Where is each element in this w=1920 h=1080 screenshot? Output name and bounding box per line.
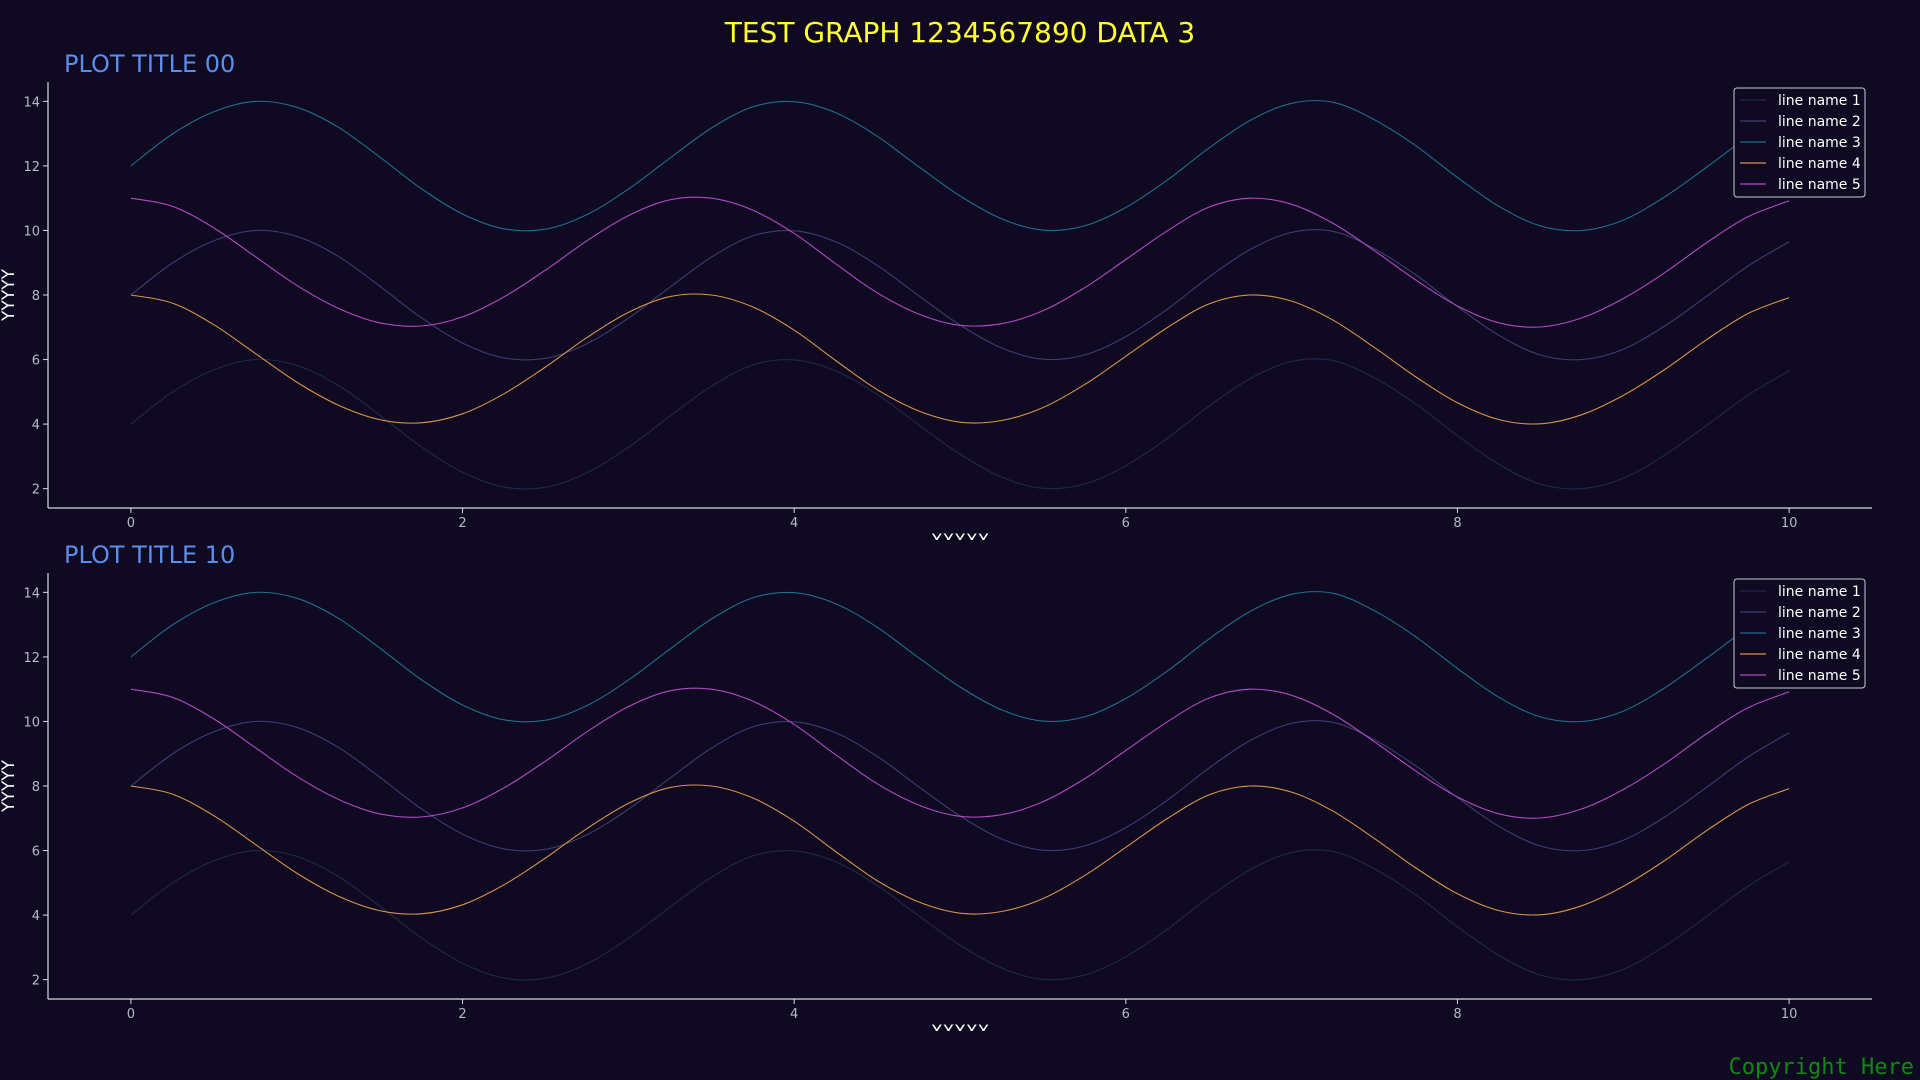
- x-tick-label: 2: [458, 516, 466, 531]
- series-line-4: [130, 784, 1790, 916]
- y-tick-label: 4: [32, 418, 40, 433]
- x-tick-label: 4: [790, 1007, 798, 1022]
- legend-label: line name 1: [1778, 93, 1861, 109]
- y-tick-label: 10: [23, 224, 40, 239]
- y-tick-label: 8: [32, 289, 40, 304]
- series-line-1: [130, 358, 1790, 490]
- series-line-5: [130, 687, 1790, 819]
- x-tick-label: 0: [127, 1007, 135, 1022]
- y-tick-label: 4: [32, 909, 40, 924]
- x-tick-label: 0: [127, 516, 135, 531]
- y-tick-label: 12: [23, 651, 40, 666]
- legend-label: line name 4: [1778, 647, 1861, 663]
- legend-label: line name 3: [1778, 135, 1861, 151]
- y-tick-label: 2: [32, 974, 40, 989]
- panel-title: PLOT TITLE 10: [64, 541, 236, 569]
- x-axis-label: XXXXX: [931, 1022, 990, 1031]
- x-tick-label: 10: [1781, 516, 1798, 531]
- x-tick-label: 2: [458, 1007, 466, 1022]
- y-tick-label: 10: [23, 715, 40, 730]
- x-tick-label: 6: [1122, 516, 1130, 531]
- series-line-1: [130, 849, 1790, 981]
- y-tick-label: 14: [23, 95, 40, 110]
- legend-label: line name 5: [1778, 668, 1861, 684]
- x-tick-label: 6: [1122, 1007, 1130, 1022]
- x-tick-label: 4: [790, 516, 798, 531]
- chart-panel-bottom: PLOT TITLE 10 0 2 4 6 8 10 2 4 6 8 10 12 14 XXXXX YYYY…: [0, 491, 1920, 1031]
- legend: line name 1 line name 2 line name 3 line na…: [1733, 578, 1866, 689]
- x-tick-label: 8: [1453, 516, 1461, 531]
- series-line-5: [130, 196, 1790, 328]
- y-tick-label: 2: [32, 483, 40, 498]
- series-line-4: [130, 293, 1790, 425]
- y-tick-label: 6: [32, 354, 40, 369]
- y-tick-label: 6: [32, 845, 40, 860]
- series-line-2: [130, 720, 1790, 852]
- x-axis-label: XXXXX: [931, 531, 990, 540]
- legend-label: line name 2: [1778, 114, 1861, 130]
- copyright-text: Copyright Here: [1728, 1055, 1914, 1080]
- y-tick-label: 12: [23, 160, 40, 175]
- legend-label: line name 3: [1778, 626, 1861, 642]
- y-axis-label: YYYYY: [0, 268, 19, 322]
- chart-panel-top: PLOT TITLE 00 0 2 4 6 8 10 2 4 6 8 10 12 14 XXXXX YYYY…: [0, 50, 1872, 540]
- legend-label: line name 1: [1778, 584, 1861, 600]
- legend-label: line name 2: [1778, 605, 1861, 621]
- y-tick-label: 14: [23, 586, 40, 601]
- panel-title: PLOT TITLE 00: [64, 50, 236, 78]
- x-tick-label: 10: [1781, 1007, 1798, 1022]
- y-tick-label: 8: [32, 780, 40, 795]
- x-tick-label: 8: [1453, 1007, 1461, 1022]
- series-line-3: [130, 100, 1790, 232]
- legend-box: [1733, 87, 1866, 198]
- legend: line name 1 line name 2 line name 3 line na…: [1733, 87, 1866, 198]
- legend-label: line name 5: [1778, 177, 1861, 193]
- legend-box: [1733, 578, 1866, 689]
- line-chart: 02468102468101214XXXXXYYYYYline name 1li…: [0, 573, 1872, 1031]
- series-line-2: [130, 229, 1790, 361]
- y-axis-label: YYYYY: [0, 759, 19, 813]
- line-chart: 02468102468101214XXXXXYYYYYline name 1li…: [0, 82, 1872, 540]
- legend-label: line name 4: [1778, 156, 1861, 172]
- series-line-3: [130, 591, 1790, 723]
- figure-title: TEST GRAPH 1234567890 DATA 3: [724, 16, 1196, 49]
